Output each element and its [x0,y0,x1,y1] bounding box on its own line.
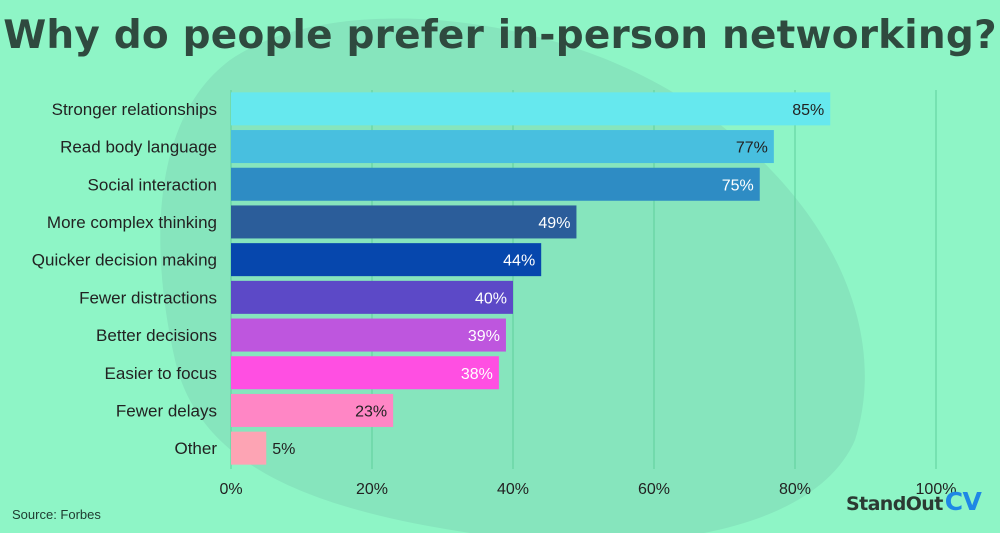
value-label: 40% [475,290,507,307]
bar [231,167,760,201]
bar [231,243,542,277]
category-label: More complex thinking [47,213,217,232]
category-label: Stronger relationships [52,100,217,119]
chart-title: Why do people prefer in-person networkin… [3,13,997,58]
bar [231,356,499,390]
standoutcv-logo: StandOutCV [846,487,982,516]
value-label: 77% [736,140,768,157]
category-label: Social interaction [88,175,217,194]
bar [231,205,577,239]
value-label: 5% [272,441,295,458]
value-label: 49% [538,215,570,232]
bar [231,318,506,352]
category-label: Better decisions [96,326,217,345]
logo-text: StandOut [846,493,943,515]
value-label: 39% [468,328,500,345]
x-tick-label: 20% [356,481,388,498]
bar [231,280,513,314]
x-tick-label: 60% [638,481,670,498]
x-tick-label: 0% [219,481,242,498]
bar [231,130,774,164]
value-label: 38% [461,366,493,383]
category-label: Other [174,439,217,458]
category-label: Easier to focus [105,364,217,383]
value-label: 23% [355,403,387,420]
value-label: 85% [792,102,824,119]
x-tick-label: 80% [779,481,811,498]
bar [231,431,267,465]
value-label: 44% [503,253,535,270]
bar [231,92,831,126]
source-note: Source: Forbes [12,507,101,522]
category-label: Fewer distractions [79,288,217,307]
category-label: Read body language [60,138,217,157]
value-label: 75% [722,177,754,194]
category-label: Quicker decision making [32,251,217,270]
logo-cv-mark: CV [944,487,982,516]
x-tick-label: 100% [916,481,957,498]
x-tick-label: 40% [497,481,529,498]
category-label: Fewer delays [116,401,217,420]
bar [231,393,394,427]
